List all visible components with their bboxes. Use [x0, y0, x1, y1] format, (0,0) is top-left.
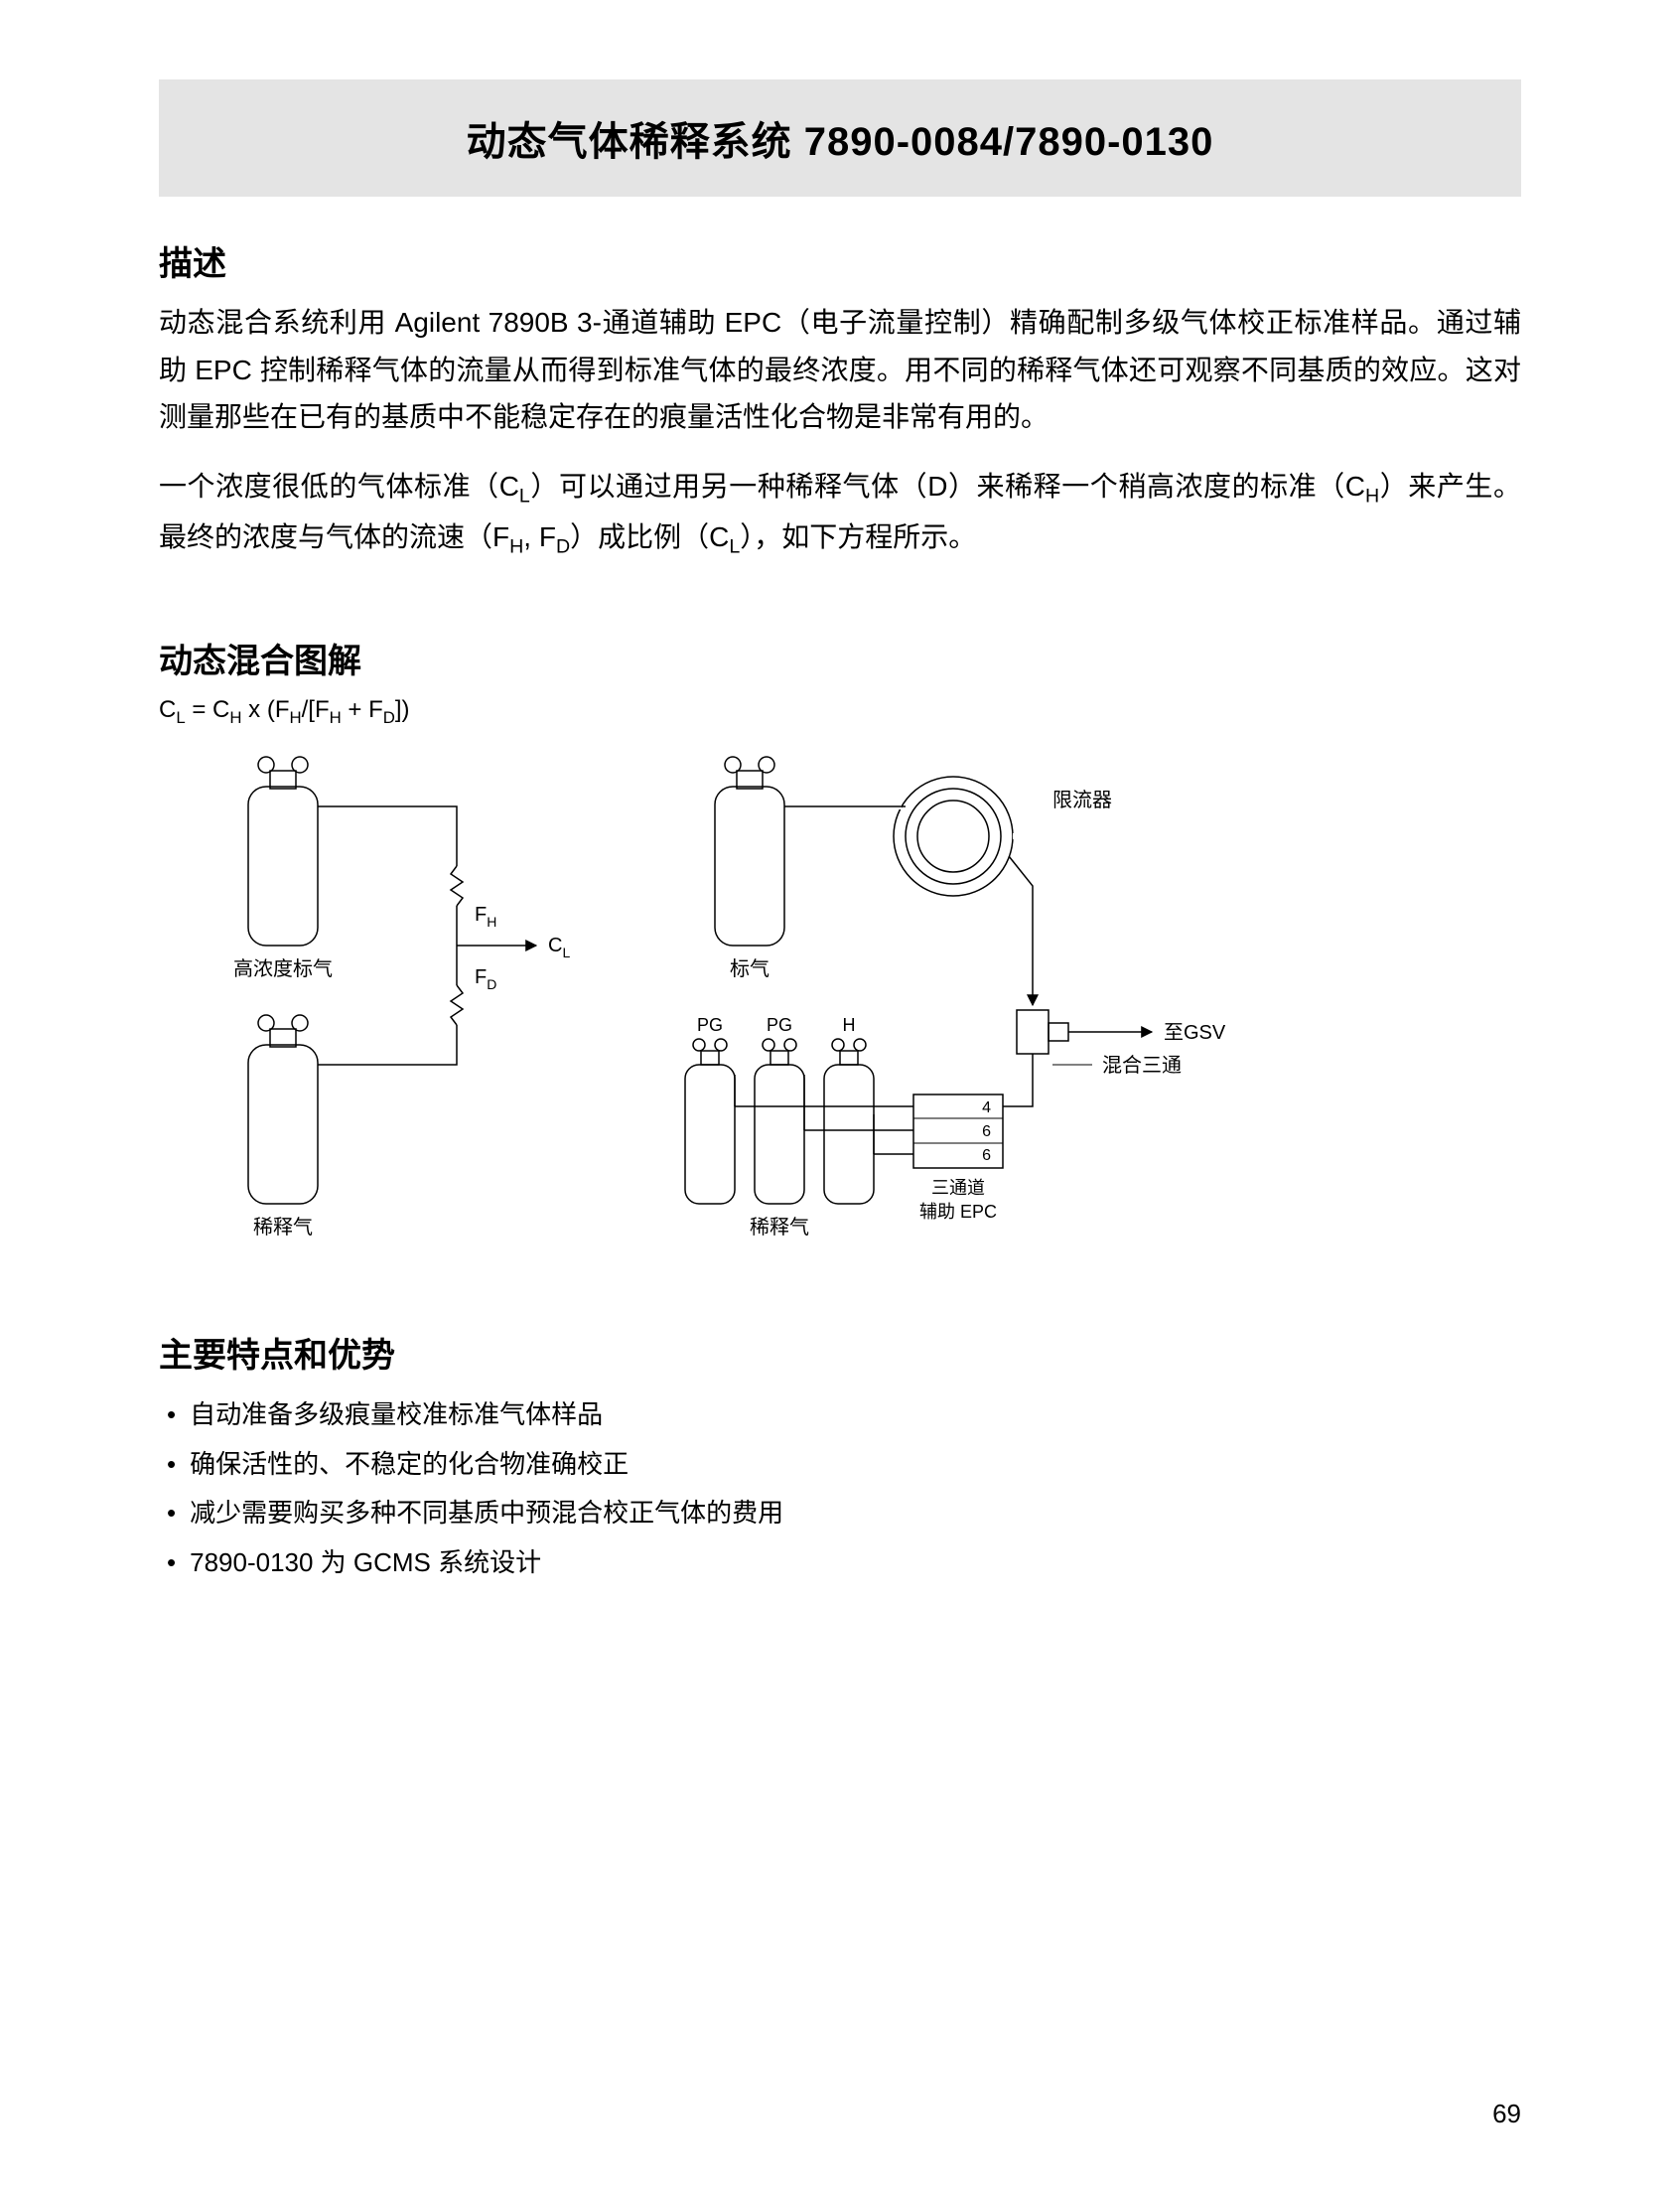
cylinder-high-concentration [248, 757, 318, 946]
description-paragraph-2: 一个浓度很低的气体标准（CL）可以通过用另一种稀释气体（D）来稀释一个稍高浓度的… [159, 463, 1521, 564]
features-heading: 主要特点和优势 [159, 1328, 1521, 1377]
features-list: 自动准备多级痕量校准标准气体样品 确保活性的、不稳定的化合物准确校正 减少需要购… [159, 1390, 1521, 1587]
page-number: 69 [1492, 2099, 1521, 2129]
label-high-conc: 高浓度标气 [233, 957, 333, 980]
description-paragraph-1: 动态混合系统利用 Agilent 7890B 3-通道辅助 EPC（电子流量控制… [159, 299, 1521, 441]
label-mixing-tee: 混合三通 [1102, 1054, 1182, 1077]
restrictor-coil [874, 777, 1013, 896]
label-pg-1: PG [697, 1015, 723, 1035]
cylinder-h [824, 1039, 874, 1204]
label-to-gsv: 至GSV [1164, 1022, 1226, 1044]
epc-label-1: 三通道 [931, 1178, 985, 1198]
mixing-tee [1017, 1010, 1068, 1054]
description-heading: 描述 [159, 236, 1521, 285]
label-h: H [843, 1015, 856, 1035]
epc-ch-4: 4 [982, 1099, 991, 1116]
cylinder-pg-2 [755, 1039, 804, 1204]
page-title: 动态气体稀释系统 7890-0084/7890-0130 [199, 109, 1481, 167]
epc-ch-6a: 6 [982, 1123, 991, 1140]
epc-ch-6b: 6 [982, 1147, 991, 1164]
label-standard-gas: 标气 [730, 957, 770, 980]
feature-item: 自动准备多级痕量校准标准气体样品 [159, 1390, 1521, 1439]
label-diluent-right: 稀释气 [750, 1216, 809, 1239]
feature-item: 减少需要购买多种不同基质中预混合校正气体的费用 [159, 1489, 1521, 1537]
label-FH: FH [475, 904, 496, 930]
label-CL: CL [548, 935, 570, 960]
feature-item: 确保活性的、不稳定的化合物准确校正 [159, 1440, 1521, 1489]
cylinder-diluent-left [248, 1015, 318, 1204]
label-pg-2: PG [767, 1015, 792, 1035]
label-FD: FD [475, 966, 496, 992]
diagram-heading: 动态混合图解 [159, 634, 1521, 682]
cylinder-standard [715, 757, 784, 946]
label-diluent-left: 稀释气 [253, 1216, 313, 1239]
epc-label-2: 辅助 EPC [919, 1202, 997, 1222]
title-bar: 动态气体稀释系统 7890-0084/7890-0130 [159, 79, 1521, 197]
label-restrictor: 限流器 [1052, 789, 1112, 811]
diagram: 高浓度标气 稀释气 [159, 747, 1521, 1268]
feature-item: 7890-0130 为 GCMS 系统设计 [159, 1538, 1521, 1587]
cylinder-pg-1 [685, 1039, 735, 1204]
formula: CL = CH x (FH/[FH + FD]) [159, 696, 1521, 728]
